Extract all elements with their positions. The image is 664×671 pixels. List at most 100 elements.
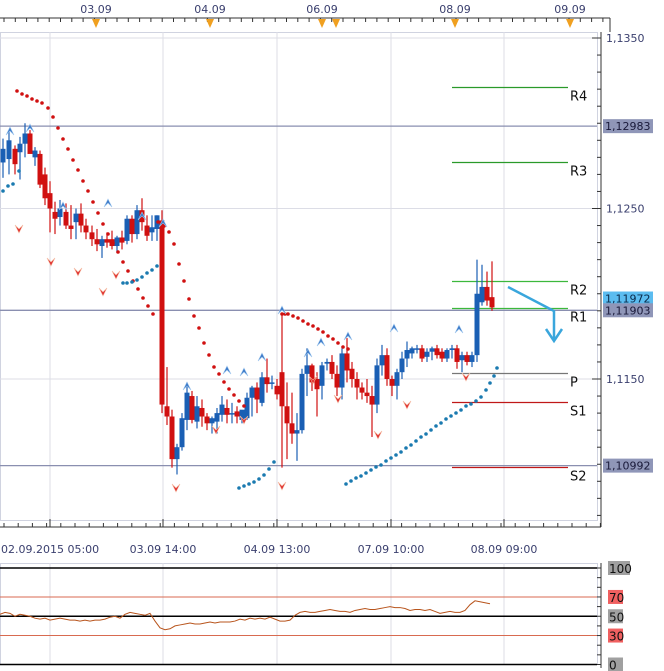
candle-body	[259, 377, 265, 403]
candle-body	[244, 397, 250, 419]
candle-body	[179, 418, 185, 448]
time-label: 07.09 10:00	[358, 543, 425, 556]
candle-body	[174, 447, 180, 460]
event-marker-icon[interactable]	[206, 19, 214, 28]
sar-dot	[301, 319, 305, 323]
arrow-line[interactable]	[507, 285, 556, 341]
candle-body	[379, 355, 385, 366]
price-badge[interactable]	[603, 458, 653, 473]
candle-body	[424, 351, 430, 357]
down-arrow-annotation[interactable]	[507, 285, 564, 344]
horizontal-lines[interactable]	[0, 125, 597, 467]
candle	[349, 361, 355, 388]
sar-dot	[459, 408, 463, 412]
sar-dot	[267, 467, 271, 471]
sar-dot	[116, 250, 120, 254]
candle	[309, 363, 315, 391]
sar-dot	[272, 460, 276, 464]
candle	[344, 338, 350, 383]
rsi-panel: 100 70 50 30 0	[0, 561, 632, 671]
candle	[374, 358, 380, 414]
sar-dot	[242, 484, 246, 488]
candles	[0, 123, 495, 475]
sar-dot	[474, 399, 478, 403]
pivot-levels: R4 R3 R2 R1 P S1 S2	[452, 86, 587, 485]
candle-body	[104, 239, 110, 243]
candle	[204, 413, 210, 431]
sar-dot	[283, 312, 287, 316]
candle	[289, 392, 295, 444]
arrow-head-icon[interactable]	[544, 328, 564, 344]
candle-body	[42, 174, 48, 199]
candle-body	[32, 150, 38, 158]
candle-body	[384, 355, 390, 379]
sar-dot	[25, 94, 29, 98]
event-marker-icon[interactable]	[318, 19, 326, 28]
candle	[319, 361, 325, 400]
event-marker-icon[interactable]	[92, 19, 100, 28]
sar-dot	[172, 242, 176, 246]
event-marker-icon[interactable]	[566, 19, 574, 28]
candle-body	[119, 237, 125, 243]
candle-body	[364, 392, 370, 397]
candle-body	[399, 358, 405, 373]
fractal-up-icon	[389, 323, 399, 333]
candle-body	[47, 193, 53, 209]
event-marker-icon[interactable]	[332, 19, 340, 28]
rsi-tick-label: 50	[609, 610, 624, 624]
sar-dot	[1, 189, 5, 193]
candle	[52, 201, 58, 235]
candle-body	[37, 153, 43, 185]
price-badge-label: 1,10992	[605, 460, 651, 473]
candle-body	[239, 409, 245, 420]
candle-body	[6, 140, 12, 160]
candle	[27, 130, 33, 154]
candle	[379, 344, 385, 376]
candle	[409, 346, 415, 359]
candle	[199, 399, 205, 427]
price-badge[interactable]	[603, 119, 653, 134]
sar-dot	[364, 471, 368, 475]
candle	[269, 375, 275, 390]
candle	[134, 205, 140, 240]
candle	[459, 351, 465, 373]
price-tick-label: 1,1350	[606, 32, 645, 45]
pivot-label-r4: R4	[570, 90, 587, 105]
candle-body	[0, 148, 6, 163]
sar-dot	[369, 468, 373, 472]
candle-body	[339, 353, 345, 388]
fractal-down-icon	[308, 375, 318, 385]
fractal-down-icon	[14, 224, 24, 234]
sar-dot	[212, 365, 216, 369]
fractal-up-icon	[158, 218, 168, 228]
candle	[244, 392, 250, 420]
candle-body	[329, 361, 335, 374]
candle	[94, 228, 100, 252]
candle	[68, 205, 74, 240]
fractal-up-icon	[5, 126, 15, 136]
price-badge[interactable]	[603, 303, 653, 318]
date-label: 03.09	[80, 3, 112, 16]
sar-dot	[464, 404, 468, 408]
candle	[22, 123, 28, 158]
candle	[37, 150, 43, 189]
sar-dot	[156, 220, 160, 224]
pivot-label-r2: R2	[570, 284, 587, 299]
fractal-down-icon	[461, 372, 471, 382]
time-label: 08.09 09:00	[471, 543, 538, 556]
candle	[444, 348, 450, 362]
candle	[359, 382, 365, 400]
event-marker-icon[interactable]	[451, 19, 459, 28]
price-badge[interactable]	[603, 291, 653, 306]
sar-dot	[429, 428, 433, 432]
candle	[469, 351, 475, 368]
candle-body	[469, 355, 475, 362]
sar-dot	[409, 443, 413, 447]
time-axis[interactable]: 02.09.2015 05:00 03.09 14:00 04.09 13:00 07…	[1, 519, 537, 556]
candle-body	[89, 232, 95, 240]
sar-dot	[419, 435, 423, 439]
candle-body	[169, 416, 175, 460]
sar-dot	[488, 381, 492, 385]
